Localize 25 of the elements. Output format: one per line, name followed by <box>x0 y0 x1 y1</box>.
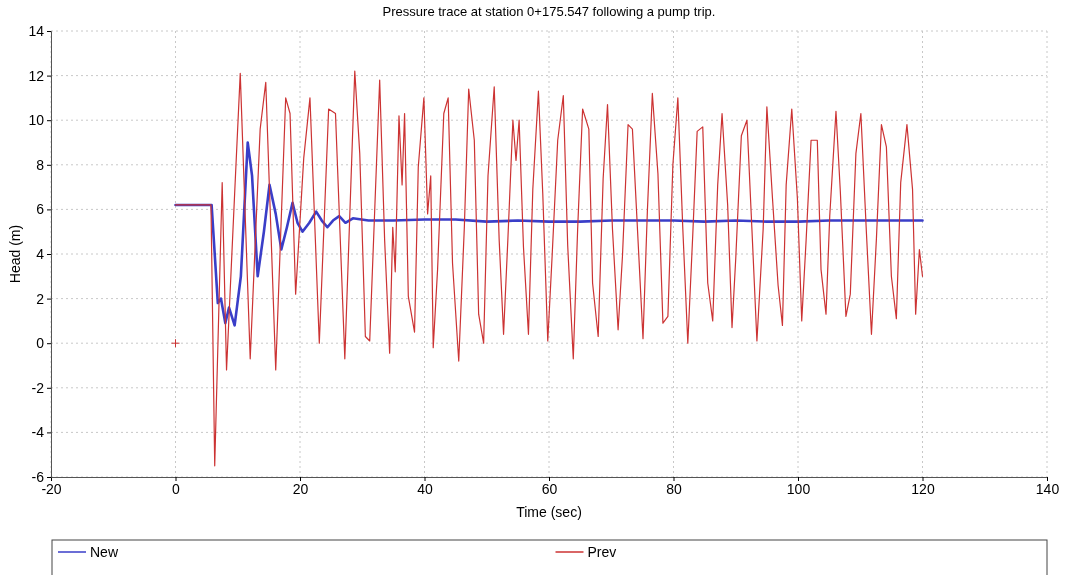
y-tick-label: 4 <box>36 245 45 262</box>
legend-label: New <box>90 544 119 560</box>
y-tick-label: -4 <box>31 424 45 441</box>
y-tick-label: -6 <box>31 468 45 485</box>
y-tick-label: -2 <box>31 379 45 396</box>
y-axis-title: Head (m) <box>7 224 23 284</box>
x-tick-label: 60 <box>541 480 558 497</box>
y-tick-label: 10 <box>28 112 45 129</box>
y-tick-label: 12 <box>28 67 45 84</box>
x-tick-label: 0 <box>172 480 181 497</box>
x-axis-title: Time (sec) <box>516 504 582 520</box>
y-tick-label: 2 <box>36 290 45 307</box>
x-tick-label: 100 <box>786 480 811 497</box>
legend-label: Prev <box>587 544 617 560</box>
x-tick-label: 20 <box>292 480 309 497</box>
chart-title: Pressure trace at station 0+175.547 following a pump trip. <box>382 4 716 19</box>
y-tick-label: 0 <box>36 335 45 352</box>
x-tick-label: 80 <box>666 480 682 497</box>
x-tick-label: 40 <box>417 480 433 497</box>
x-tick-label: 140 <box>1035 480 1060 497</box>
line-series <box>174 70 924 467</box>
y-tick-label: 6 <box>36 201 45 218</box>
y-tick-label: 8 <box>36 156 45 173</box>
x-tick-label: 120 <box>911 480 935 497</box>
y-tick-label: 14 <box>28 22 45 39</box>
